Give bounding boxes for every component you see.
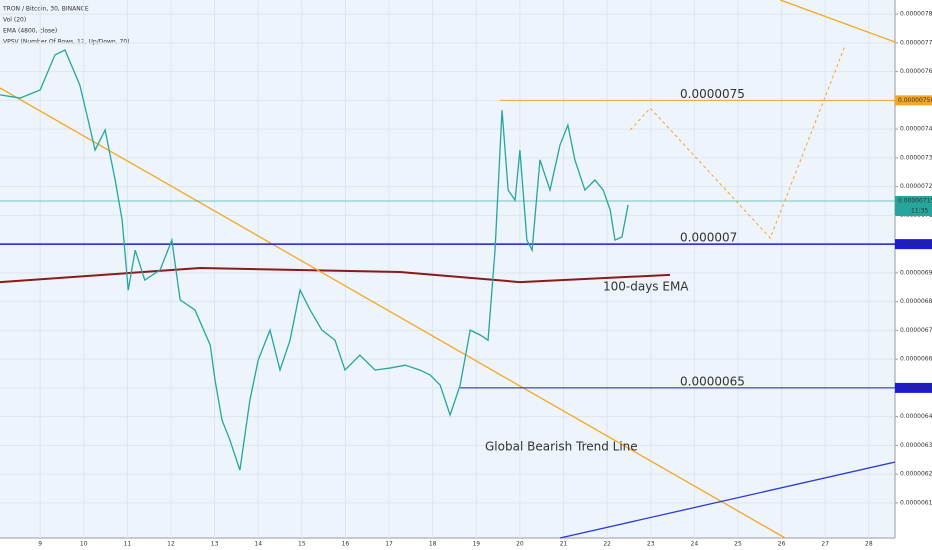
x-tick-label: 11 bbox=[124, 541, 132, 548]
x-tick-label: 13 bbox=[211, 541, 219, 548]
trend-label: Global Bearish Trend Line bbox=[485, 440, 638, 454]
x-tick-label: 22 bbox=[603, 541, 611, 548]
axis-tag-label: 0.00000750 bbox=[898, 97, 932, 104]
axis-tag-label: 0.00000650 bbox=[898, 384, 932, 391]
x-tick-label: 10 bbox=[80, 541, 88, 548]
x-tick-label: 25 bbox=[734, 541, 742, 548]
trend-line bbox=[559, 461, 896, 539]
level-label: 0.0000075 bbox=[680, 87, 745, 101]
axis-tag bbox=[895, 382, 932, 393]
x-tick-label: 26 bbox=[778, 541, 786, 548]
axis-tag bbox=[895, 239, 932, 250]
axis-tag bbox=[895, 95, 932, 106]
projection bbox=[629, 44, 846, 240]
x-tick-label: 18 bbox=[429, 541, 437, 548]
x-tick-label: 9 bbox=[38, 541, 42, 548]
axis-tag-label: 0.00000700 bbox=[898, 241, 932, 248]
plot-background bbox=[0, 0, 895, 538]
x-tick-label: 14 bbox=[254, 541, 262, 548]
trend-line bbox=[0, 87, 786, 539]
x-tick-label: 12 bbox=[167, 541, 175, 548]
trend-line bbox=[780, 0, 896, 43]
x-tick-label: 20 bbox=[516, 541, 524, 548]
axis-background bbox=[895, 0, 932, 550]
axis-tag-time: 11:35 bbox=[911, 207, 928, 214]
x-tick-label: 15 bbox=[298, 541, 306, 548]
x-tick-label: 17 bbox=[385, 541, 393, 548]
chart-title: TRON / Bitcoin, 30, BINANCE bbox=[2, 6, 89, 13]
x-tick-label: 27 bbox=[821, 541, 829, 548]
x-tick-label: 24 bbox=[691, 541, 699, 548]
price-line bbox=[0, 49, 629, 471]
x-tick-label: 16 bbox=[342, 541, 350, 548]
level-label: 0.000007 bbox=[680, 231, 737, 245]
axis-tag bbox=[895, 195, 932, 216]
indicator: VPSV (Number Of Rows, 12, Up/Down, 70) bbox=[3, 39, 130, 46]
indicator: EMA (4800, close) bbox=[3, 28, 57, 35]
indicator: Vol (20) bbox=[3, 17, 26, 24]
x-tick-label: 28 bbox=[865, 541, 873, 548]
x-tick-label: 23 bbox=[647, 541, 655, 548]
axis-tag-label: 0.00000715 bbox=[898, 197, 932, 204]
x-tick-label: 19 bbox=[472, 541, 480, 548]
level-label: 0.0000065 bbox=[680, 374, 745, 388]
y-tick-label: 0.00000780 bbox=[900, 11, 932, 18]
ema-line bbox=[0, 266, 670, 284]
x-tick-label: 21 bbox=[560, 541, 568, 548]
ema-label: 100-days EMA bbox=[603, 280, 689, 294]
